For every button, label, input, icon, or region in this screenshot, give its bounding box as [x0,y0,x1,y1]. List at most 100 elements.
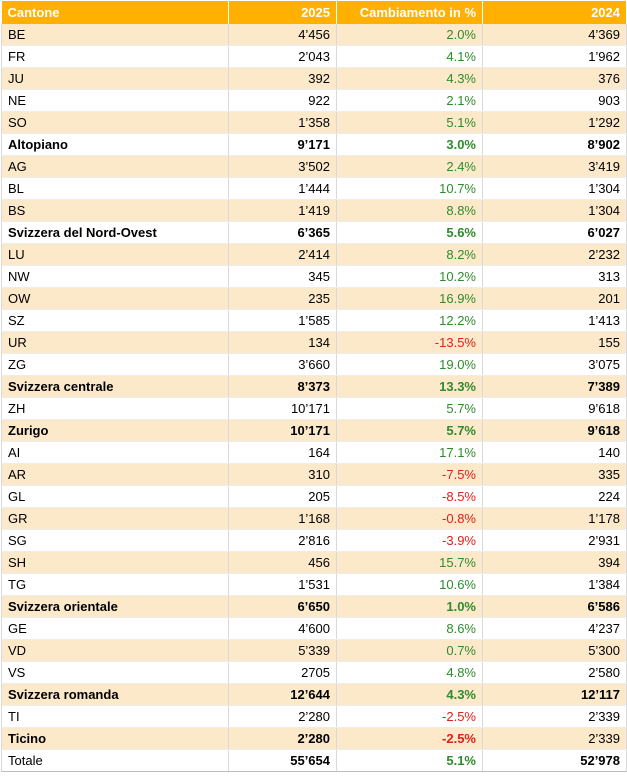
table-cell: 1’419 [228,199,337,222]
table-row: VD 5’339 0.7% 5’300 [1,639,627,662]
row-label: GE [1,617,229,640]
table-cell: 205 [228,485,337,508]
table-cell: 4.1% [336,45,483,68]
table-cell: 9’618 [482,397,627,420]
row-label: Ticino [1,727,229,750]
table-cell: -2.5% [336,727,483,750]
table-cell: 224 [482,485,627,508]
table-cell: 456 [228,551,337,574]
column-header: 2025 [228,1,337,24]
table-cell: 164 [228,441,337,464]
row-label: Totale [1,749,229,772]
table-row: Svizzera romanda 12’644 4.3% 12’117 [1,683,627,706]
table-row: SZ 1’585 12.2% 1’413 [1,309,627,332]
table-cell: 134 [228,331,337,354]
table-cell: 10’171 [228,419,337,442]
table-cell: 235 [228,287,337,310]
row-label: Altopiano [1,133,229,156]
table-cell: 8.8% [336,199,483,222]
table-cell: 55’654 [228,749,337,772]
table-row: JU 392 4.3% 376 [1,67,627,90]
table-cell: 4’369 [482,24,627,46]
row-label: Svizzera centrale [1,375,229,398]
table-cell: 1’304 [482,177,627,200]
header-row: Cantone 2025 Cambiamento in % 2024 [1,1,627,24]
row-label: NE [1,89,229,112]
table-cell: 1’358 [228,111,337,134]
table-cell: 1’384 [482,573,627,596]
table-cell: -2.5% [336,705,483,728]
table-cell: 310 [228,463,337,486]
table-row: BL 1’444 10.7% 1’304 [1,177,627,200]
table-row: Zurigo 10’171 5.7% 9’618 [1,419,627,442]
table-cell: 3’419 [482,155,627,178]
table-row: GL 205 -8.5% 224 [1,485,627,508]
table-cell: 5.7% [336,397,483,420]
table-cell: 10.6% [336,573,483,596]
table-row: SG 2’816 -3.9% 2’931 [1,529,627,552]
table-cell: -0.8% [336,507,483,530]
table-row: AG 3’502 2.4% 3’419 [1,155,627,178]
table-cell: 6’650 [228,595,337,618]
table-cell: 2’280 [228,705,337,728]
table-cell: 922 [228,89,337,112]
row-label: TG [1,573,229,596]
table-cell: 8’373 [228,375,337,398]
table-row: BE 4’456 2.0% 4’369 [1,24,627,46]
table-row: NE 922 2.1% 903 [1,89,627,112]
table-cell: 52’978 [482,749,627,772]
table-cell: 2.1% [336,89,483,112]
column-header: Cambiamento in % [336,1,483,24]
table-cell: 6’586 [482,595,627,618]
column-header: 2024 [482,1,627,24]
table-row: LU 2’414 8.2% 2’232 [1,243,627,266]
table-cell: 3.0% [336,133,483,156]
row-label: NW [1,265,229,288]
table-row: FR 2’043 4.1% 1’962 [1,45,627,68]
table-cell: 5.6% [336,221,483,244]
table-cell: 17.1% [336,441,483,464]
table-row: Svizzera centrale 8’373 13.3% 7’389 [1,375,627,398]
table-cell: 392 [228,67,337,90]
table-body: BE 4’456 2.0% 4’369 FR 2’043 4.1% 1’962 JU 392 4.3… [1,24,627,772]
table-row: ZG 3’660 19.0% 3’075 [1,353,627,376]
table-cell: 15.7% [336,551,483,574]
table-cell: 2’931 [482,529,627,552]
table-cell: 7’389 [482,375,627,398]
table-row: ZH 10’171 5.7% 9’618 [1,397,627,420]
table-cell: 0.7% [336,639,483,662]
row-label: AG [1,155,229,178]
table-cell: 2’232 [482,243,627,266]
table-cell: 1’531 [228,573,337,596]
table-cell: -3.9% [336,529,483,552]
row-label: Zurigo [1,419,229,442]
row-label: LU [1,243,229,266]
table-row: TG 1’531 10.6% 1’384 [1,573,627,596]
table-cell: 12’117 [482,683,627,706]
table-cell: 394 [482,551,627,574]
table-cell: 5.1% [336,111,483,134]
table-row: SO 1’358 5.1% 1’292 [1,111,627,134]
table-cell: 2’816 [228,529,337,552]
row-label: Svizzera del Nord-Ovest [1,221,229,244]
table-cell: 1’413 [482,309,627,332]
table-row: SH 456 15.7% 394 [1,551,627,574]
table-cell: 8.6% [336,617,483,640]
row-label: GL [1,485,229,508]
table-cell: 9’171 [228,133,337,156]
row-label: AR [1,463,229,486]
row-label: JU [1,67,229,90]
table-cell: 335 [482,463,627,486]
table-cell: 9’618 [482,419,627,442]
table-cell: 155 [482,331,627,354]
table-cell: 2’043 [228,45,337,68]
row-label: BS [1,199,229,222]
table-cell: 10.7% [336,177,483,200]
row-label: GR [1,507,229,530]
table-cell: 1’178 [482,507,627,530]
table-row: AI 164 17.1% 140 [1,441,627,464]
row-label: BE [1,24,229,46]
row-label: TI [1,705,229,728]
table-cell: 6’365 [228,221,337,244]
